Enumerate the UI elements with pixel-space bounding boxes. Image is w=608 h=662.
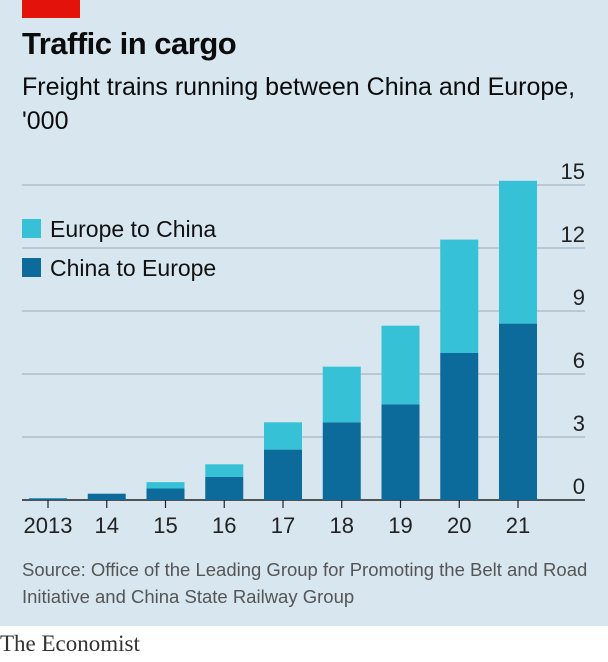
x-tick-label-21: 21 xyxy=(506,513,530,538)
bar-europe-to-china-19 xyxy=(381,325,420,405)
legend-label-1: China to Europe xyxy=(50,255,216,281)
x-tick-label-18: 18 xyxy=(330,513,354,538)
y-tick-labels: 0 3 6 9 12 15 xyxy=(561,159,585,499)
y-tick-label-9: 9 xyxy=(573,285,585,310)
x-tick-label-20: 20 xyxy=(447,513,471,538)
brand-red-bar xyxy=(22,0,80,18)
bar-china-to-europe-21 xyxy=(499,323,537,500)
bar-europe-to-china-20 xyxy=(440,239,479,353)
x-tick-label-15: 15 xyxy=(153,513,177,538)
x-tick-label-16: 16 xyxy=(212,513,236,538)
legend: Europe to China China to Europe xyxy=(22,216,216,281)
y-tick-label-12: 12 xyxy=(561,222,585,247)
chart-subtitle: Freight trains running between China and… xyxy=(22,73,576,135)
x-tick-label-19: 19 xyxy=(388,513,412,538)
bar-china-to-europe-17 xyxy=(264,449,302,500)
bar-chart: 0 3 6 9 12 15 2013 14 15 16 17 18 19 20 21 Europe to … xyxy=(22,159,585,538)
bar-europe-to-china-21 xyxy=(499,180,537,324)
x-tick-label-17: 17 xyxy=(271,513,295,538)
bar-china-to-europe-2013 xyxy=(29,498,67,500)
legend-swatch-0 xyxy=(22,219,41,238)
bars xyxy=(29,180,537,500)
y-tick-label-3: 3 xyxy=(573,411,585,436)
bar-europe-to-china-15 xyxy=(146,482,185,489)
legend-swatch-1 xyxy=(22,258,41,277)
brand-wordmark: The Economist xyxy=(0,631,140,656)
bar-china-to-europe-14 xyxy=(87,493,126,500)
x-tick-labels: 2013 14 15 16 17 18 19 20 21 xyxy=(24,500,530,538)
x-tick-label-2013: 2013 xyxy=(24,513,73,538)
bar-china-to-europe-18 xyxy=(322,422,361,500)
bar-china-to-europe-15 xyxy=(146,488,185,500)
bar-china-to-europe-16 xyxy=(205,476,244,500)
chart-title: Traffic in cargo xyxy=(22,26,237,61)
y-tick-label-6: 6 xyxy=(573,348,585,373)
source-note: Source: Office of the Leading Group for … xyxy=(22,559,588,607)
bar-china-to-europe-20 xyxy=(440,353,479,500)
x-tick-label-14: 14 xyxy=(95,513,119,538)
bar-europe-to-china-17 xyxy=(264,422,302,450)
bar-europe-to-china-18 xyxy=(322,366,361,423)
bar-china-to-europe-19 xyxy=(381,404,420,500)
bar-europe-to-china-16 xyxy=(205,464,244,477)
legend-label-0: Europe to China xyxy=(50,216,216,242)
y-tick-label-0: 0 xyxy=(573,474,585,499)
y-tick-label-15: 15 xyxy=(561,159,585,184)
